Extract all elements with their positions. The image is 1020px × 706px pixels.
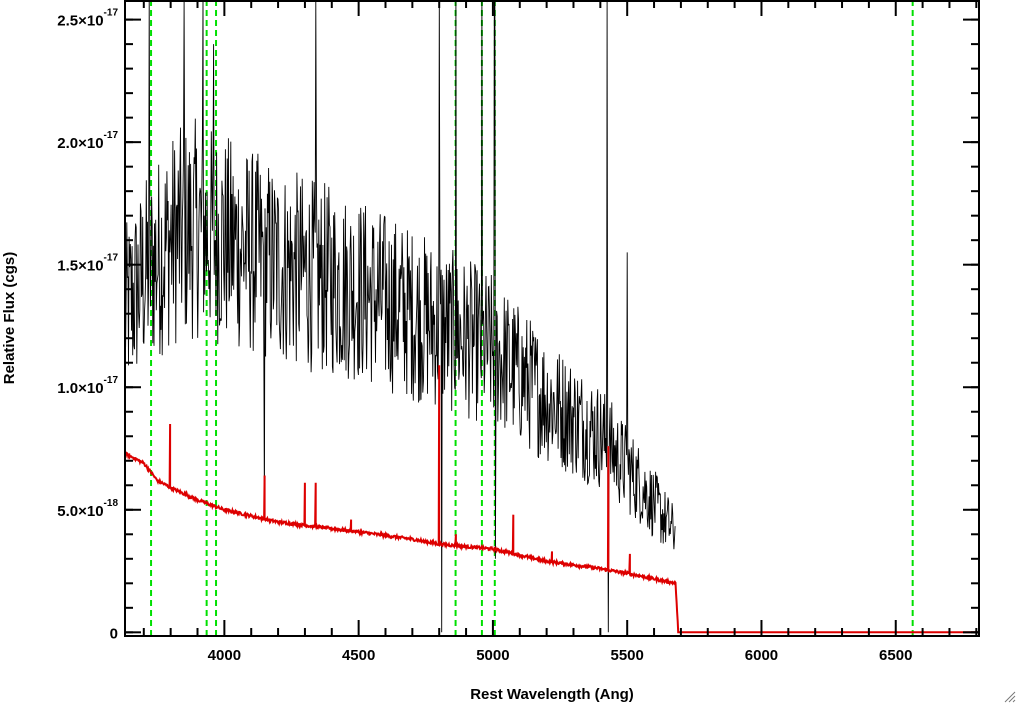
x-tick-label: 5000 (476, 647, 509, 664)
resize-grip-icon[interactable] (1004, 691, 1016, 703)
model-spectrum-line (124, 365, 979, 634)
y-tick-label: 1.5×10-17 (57, 253, 118, 275)
reference-lines-layer (150, 0, 914, 636)
tick-labels-layer: 4000 4500 5000 5500 6000 6500 0 5.0×10-18 1.0×10… (57, 8, 912, 664)
x-tick-label: 6500 (879, 647, 912, 664)
x-tick-label: 5500 (611, 647, 644, 664)
y-tick-label: 2.5×10-17 (57, 8, 118, 30)
y-tick-label: 2.0×10-17 (57, 130, 118, 152)
x-axis-title: Rest Wavelength (Ang) (470, 686, 634, 703)
y-axis-title: Relative Flux (cgs) (1, 252, 18, 385)
y-tick-label: 1.0×10-17 (57, 375, 118, 397)
y-tick-label: 5.0×10-18 (57, 498, 118, 520)
x-tick-label: 4000 (208, 647, 241, 664)
plot-frame (124, 0, 980, 637)
y-tick-label: 0 (110, 625, 118, 642)
observed-spectrum-line (124, 0, 676, 633)
x-tick-label: 4500 (342, 647, 375, 664)
series-layer (124, 0, 979, 634)
x-tick-label: 6000 (745, 647, 778, 664)
ticks-layer (125, 0, 979, 636)
